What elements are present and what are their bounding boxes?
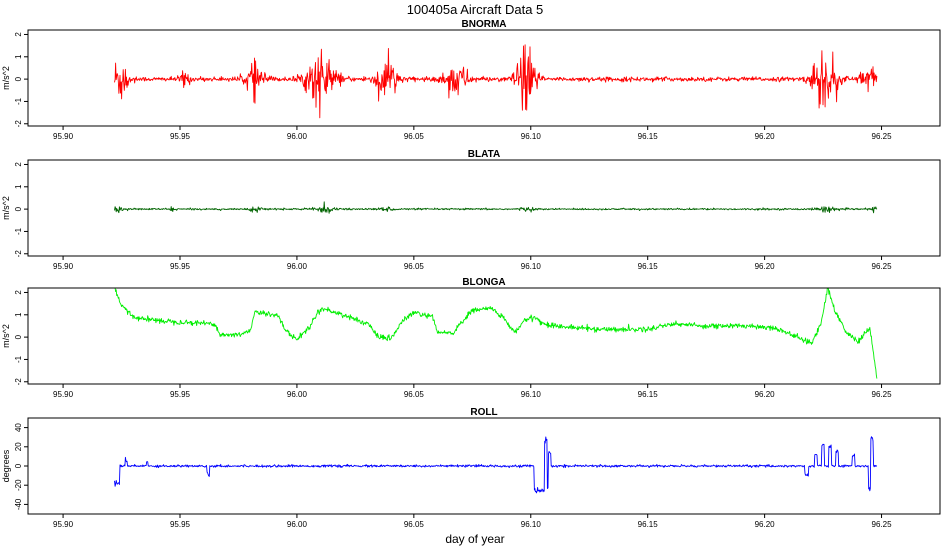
x-tick-label: 96.15 xyxy=(638,262,659,271)
figure-title: 100405a Aircraft Data 5 xyxy=(407,2,544,17)
y-tick-label: 0 xyxy=(14,463,23,468)
x-tick-label: 96.10 xyxy=(521,132,542,141)
x-axis-label: day of year xyxy=(445,532,504,546)
plot-frame xyxy=(27,417,941,515)
x-tick-label: 96.20 xyxy=(755,520,776,529)
plot-frame xyxy=(27,29,941,127)
y-tick-label: -1 xyxy=(14,227,23,235)
panel-title: BLATA xyxy=(468,149,500,160)
panel-blonga: BLONGA m/s^2 95.90 95.95 96.00 96.05 96.10 96.1… xyxy=(1,277,941,399)
y-axis-label: degrees xyxy=(1,449,11,482)
y-tick-label: 20 xyxy=(14,442,23,451)
y-tick-label: -40 xyxy=(14,498,23,510)
x-tick-label: 96.00 xyxy=(287,520,308,529)
x-tick-label: 96.05 xyxy=(404,132,425,141)
y-tick-label: 0 xyxy=(14,206,23,211)
panel-title: BLONGA xyxy=(462,277,505,288)
series-line xyxy=(114,201,878,214)
y-tick-label: 1 xyxy=(14,54,23,59)
y-axis-label: m/s^2 xyxy=(1,324,11,348)
x-tick-label: 96.05 xyxy=(404,262,425,271)
x-tick-label: 96.10 xyxy=(521,262,542,271)
plot-frame xyxy=(27,287,941,385)
x-tick-label: 95.90 xyxy=(53,132,74,141)
x-tick-label: 95.90 xyxy=(53,520,74,529)
x-tick-label: 96.15 xyxy=(638,390,659,399)
x-tick-label: 96.25 xyxy=(872,132,893,141)
y-tick-label: 1 xyxy=(14,312,23,317)
panel-title: ROLL xyxy=(470,407,497,418)
panel-bnorma: BNORMA m/s^2 95.90 95.95 96.00 96.05 96.10 96.1… xyxy=(1,19,941,141)
y-tick-label: 1 xyxy=(14,184,23,189)
y-tick-label: -2 xyxy=(14,378,23,386)
x-tick-label: 95.95 xyxy=(170,262,191,271)
x-tick-label: 96.00 xyxy=(287,390,308,399)
x-tick-label: 95.95 xyxy=(170,132,191,141)
panel-blata: BLATA m/s^2 95.90 95.95 96.00 96.05 96.10 96.15… xyxy=(1,149,941,271)
x-tick-label: 96.10 xyxy=(521,390,542,399)
x-tick-label: 96.15 xyxy=(638,132,659,141)
y-tick-label: 2 xyxy=(14,162,23,167)
y-tick-label: 0 xyxy=(14,334,23,339)
plot-frame xyxy=(27,159,941,257)
x-tick-label: 96.00 xyxy=(287,262,308,271)
series-line xyxy=(114,287,878,379)
y-tick-label: -20 xyxy=(14,479,23,491)
x-tick-label: 96.15 xyxy=(638,520,659,529)
y-tick-label: 40 xyxy=(14,423,23,432)
y-axis-label: m/s^2 xyxy=(1,66,11,90)
y-tick-label: 2 xyxy=(14,290,23,295)
y-axis-label: m/s^2 xyxy=(1,196,11,220)
x-tick-label: 96.25 xyxy=(872,262,893,271)
x-tick-label: 96.05 xyxy=(404,520,425,529)
x-tick-label: 96.20 xyxy=(755,262,776,271)
panels: BNORMA m/s^2 95.90 95.95 96.00 96.05 96.10 96.1… xyxy=(1,19,941,529)
y-tick-label: -2 xyxy=(14,250,23,258)
x-tick-label: 96.25 xyxy=(872,520,893,529)
y-tick-label: -1 xyxy=(14,97,23,105)
y-tick-label: -2 xyxy=(14,120,23,128)
x-tick-label: 95.90 xyxy=(53,262,74,271)
y-tick-label: -1 xyxy=(14,355,23,363)
series-line xyxy=(114,436,878,494)
x-tick-label: 96.10 xyxy=(521,520,542,529)
x-tick-label: 96.05 xyxy=(404,390,425,399)
x-tick-label: 96.00 xyxy=(287,132,308,141)
series-line xyxy=(114,44,878,119)
y-tick-label: 2 xyxy=(14,32,23,37)
x-tick-label: 95.95 xyxy=(170,520,191,529)
x-tick-label: 96.20 xyxy=(755,132,776,141)
x-tick-label: 96.20 xyxy=(755,390,776,399)
panel-roll: ROLL degrees 95.90 95.95 96.00 96.05 96.10 96.1… xyxy=(1,407,941,529)
x-tick-label: 95.95 xyxy=(170,390,191,399)
x-tick-label: 96.25 xyxy=(872,390,893,399)
panel-title: BNORMA xyxy=(462,19,507,30)
x-tick-label: 95.90 xyxy=(53,390,74,399)
y-tick-label: 0 xyxy=(14,76,23,81)
